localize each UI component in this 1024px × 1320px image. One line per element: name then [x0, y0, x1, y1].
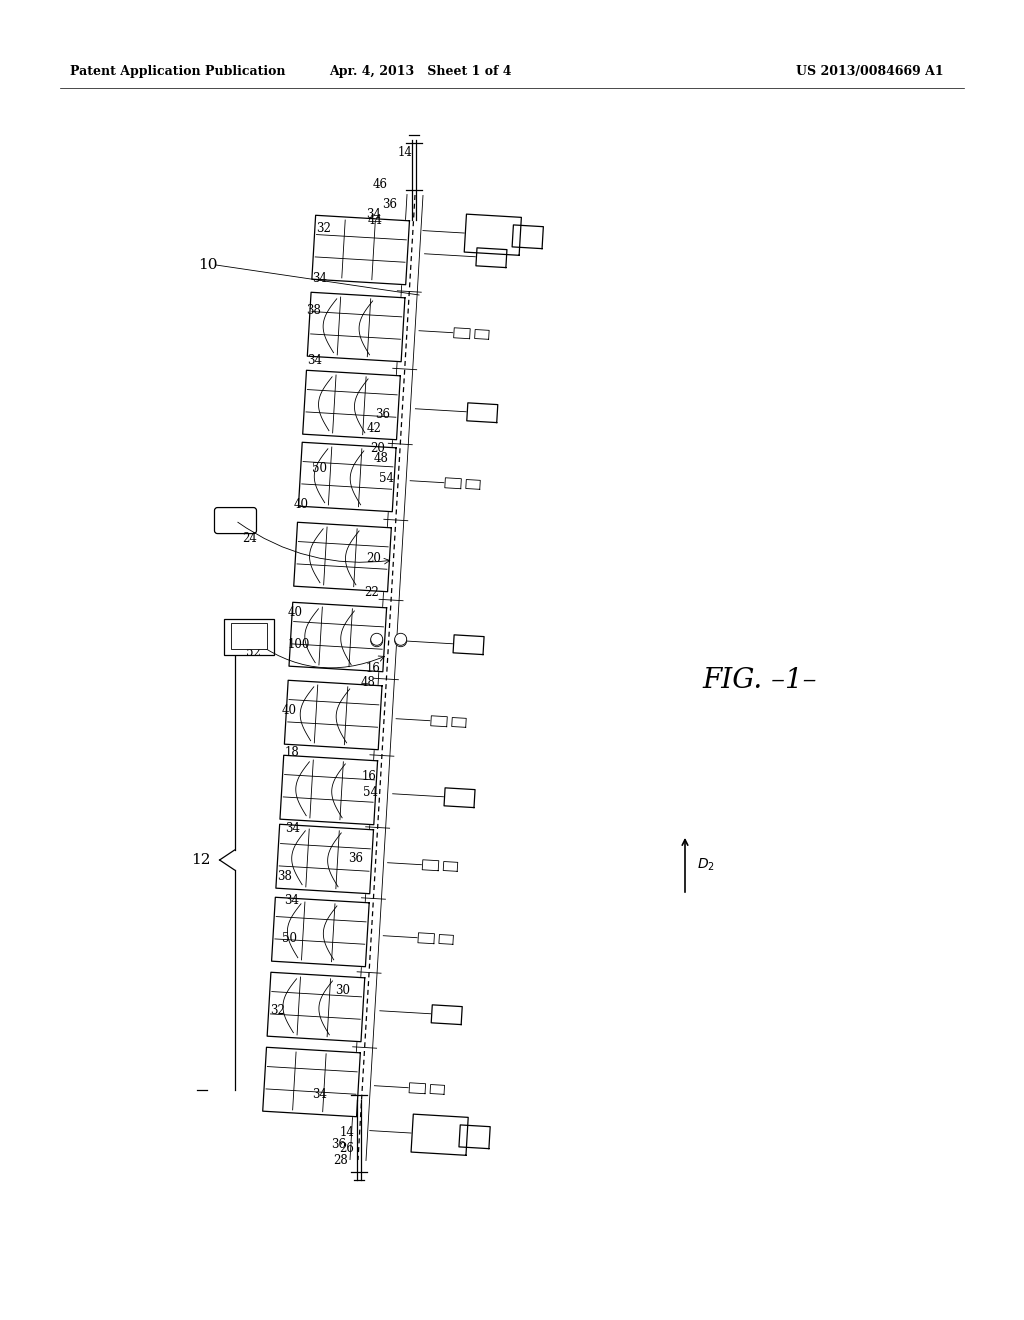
Text: 54: 54 — [379, 471, 394, 484]
Text: 100: 100 — [287, 638, 309, 651]
Polygon shape — [439, 935, 454, 944]
Text: 18: 18 — [285, 746, 299, 759]
Polygon shape — [307, 292, 404, 362]
Text: 16: 16 — [361, 770, 376, 783]
Polygon shape — [476, 248, 507, 268]
Text: 32: 32 — [270, 1003, 285, 1016]
Text: 34: 34 — [307, 354, 323, 367]
Polygon shape — [443, 862, 458, 871]
Polygon shape — [431, 715, 447, 727]
Text: 26: 26 — [339, 1142, 353, 1155]
Polygon shape — [294, 523, 391, 591]
Polygon shape — [453, 635, 484, 655]
Text: FIG. –1–: FIG. –1– — [702, 667, 817, 693]
Polygon shape — [430, 1085, 444, 1094]
Text: 12: 12 — [191, 853, 211, 867]
Polygon shape — [467, 403, 498, 422]
Polygon shape — [298, 442, 396, 512]
Polygon shape — [418, 933, 434, 944]
Text: 34: 34 — [367, 209, 381, 222]
Polygon shape — [285, 680, 382, 750]
Polygon shape — [289, 602, 387, 672]
Text: 46: 46 — [373, 178, 388, 191]
Polygon shape — [411, 1114, 468, 1155]
Text: 36: 36 — [348, 853, 364, 866]
Polygon shape — [409, 1082, 426, 1094]
Polygon shape — [464, 214, 521, 255]
Text: 50: 50 — [282, 932, 297, 945]
Text: 48: 48 — [360, 676, 376, 689]
Text: 30: 30 — [336, 983, 350, 997]
Text: 38: 38 — [306, 304, 322, 317]
Text: $D_2$: $D_2$ — [697, 857, 715, 874]
Polygon shape — [459, 1125, 490, 1148]
Polygon shape — [263, 1047, 360, 1117]
Text: 38: 38 — [278, 870, 292, 883]
Polygon shape — [454, 327, 470, 339]
Polygon shape — [431, 1005, 462, 1024]
Text: 16: 16 — [366, 661, 380, 675]
Text: 32: 32 — [315, 222, 331, 235]
Text: 24: 24 — [242, 532, 257, 544]
FancyBboxPatch shape — [214, 508, 256, 533]
Text: 34: 34 — [312, 272, 328, 285]
Bar — [230, 623, 266, 648]
Text: 14: 14 — [397, 145, 413, 158]
Text: 28: 28 — [333, 1154, 348, 1167]
Text: 20: 20 — [366, 552, 381, 565]
Text: 20: 20 — [371, 441, 385, 454]
Polygon shape — [267, 973, 365, 1041]
Text: 50: 50 — [311, 462, 327, 474]
Text: Apr. 4, 2013   Sheet 1 of 4: Apr. 4, 2013 Sheet 1 of 4 — [329, 66, 511, 78]
Polygon shape — [452, 718, 466, 727]
Text: 34: 34 — [284, 894, 299, 907]
Text: 34: 34 — [285, 821, 300, 834]
Polygon shape — [303, 371, 400, 440]
Text: 14: 14 — [340, 1126, 354, 1138]
Polygon shape — [422, 859, 439, 871]
Polygon shape — [275, 824, 374, 894]
Circle shape — [371, 635, 383, 647]
Text: 42: 42 — [367, 421, 381, 434]
Text: 54: 54 — [362, 787, 378, 800]
Polygon shape — [512, 224, 544, 248]
Bar — [223, 619, 273, 655]
Polygon shape — [475, 330, 489, 339]
Polygon shape — [444, 478, 462, 488]
Polygon shape — [466, 479, 480, 490]
Polygon shape — [312, 215, 410, 285]
Text: 36: 36 — [332, 1138, 346, 1151]
Text: 40: 40 — [294, 499, 309, 511]
Text: 48: 48 — [374, 451, 389, 465]
Text: 22: 22 — [365, 586, 379, 598]
Polygon shape — [280, 755, 378, 825]
Circle shape — [394, 635, 407, 647]
Text: 40: 40 — [288, 606, 303, 619]
Text: 36: 36 — [382, 198, 397, 211]
Circle shape — [371, 634, 383, 645]
Text: Patent Application Publication: Patent Application Publication — [70, 66, 286, 78]
Circle shape — [394, 634, 407, 645]
Text: 10: 10 — [199, 257, 218, 272]
Polygon shape — [271, 898, 370, 966]
Text: 44: 44 — [368, 214, 383, 227]
Text: 34: 34 — [312, 1089, 327, 1101]
Polygon shape — [444, 788, 475, 808]
Text: 40: 40 — [282, 704, 297, 717]
Text: 52: 52 — [246, 645, 260, 659]
Text: US 2013/0084669 A1: US 2013/0084669 A1 — [797, 66, 944, 78]
Text: 36: 36 — [375, 408, 390, 421]
